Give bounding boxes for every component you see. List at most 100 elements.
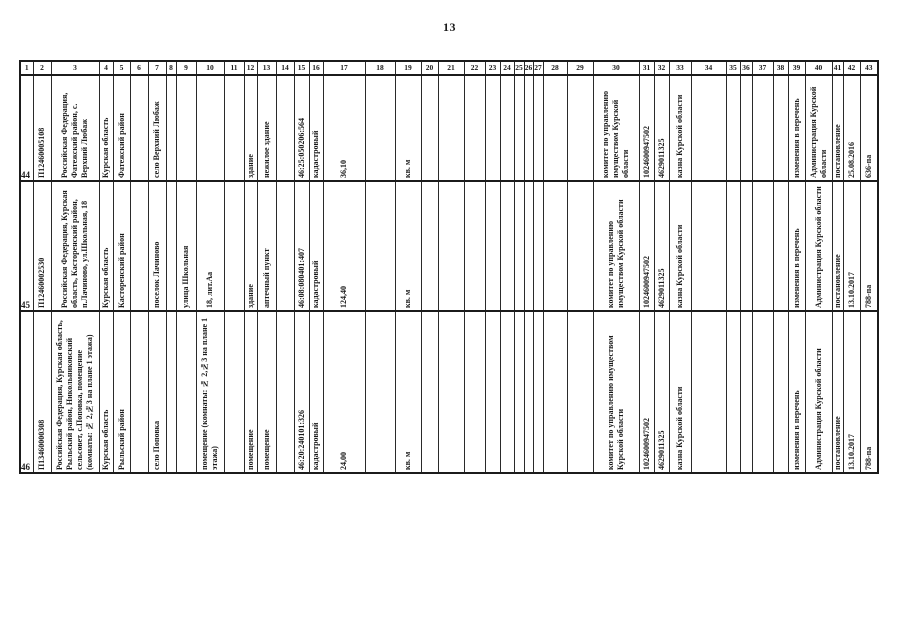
cell-content: 24,00 (325, 314, 364, 470)
table-cell: 1024600947502 (638, 310, 655, 474)
column-header-cell: 43 (859, 60, 879, 76)
cell-content: село Поповка (150, 314, 165, 470)
cell-content: П12460005108 (35, 78, 50, 178)
cell-text: Администрация Курской области (813, 186, 823, 308)
table-cell (513, 310, 525, 474)
column-header-cell: 5 (112, 60, 131, 76)
column-header-cell: 26 (523, 60, 534, 76)
cell-content: кадастровый (311, 184, 322, 308)
table-cell: П12460005108 (32, 74, 52, 182)
page-number: 13 (443, 20, 456, 34)
table-cell (690, 310, 727, 474)
cell-text: постановление (833, 124, 842, 178)
cell-text: 1024600947502 (641, 418, 651, 470)
cell-content: 46:25:050206:564 (296, 78, 308, 178)
table-cell (463, 310, 486, 474)
table-cell: комитет по управлению имуществом Курской… (592, 180, 640, 312)
column-header-cell: 10 (195, 60, 225, 76)
cell-text: кадастровый (311, 260, 320, 308)
table-cell: казна Курской области (668, 74, 692, 182)
table-cell (566, 310, 594, 474)
table-cell (690, 74, 727, 182)
cell-content: постановление (834, 184, 842, 308)
cell-text: комитет по управлению имуществом Курской… (606, 199, 625, 308)
cell-content: 4629011325 (656, 314, 668, 470)
table-cell (751, 310, 774, 474)
cell-text: село Верхний Любаж (152, 101, 161, 178)
table-cell (499, 180, 515, 312)
cell-content: Российская Федерация, Курская область, Р… (53, 314, 98, 470)
table-cell: здание (243, 180, 258, 312)
table-cell: 4629011325 (653, 310, 670, 474)
cell-text: кв. м (403, 289, 412, 308)
table-cell (223, 310, 245, 474)
table-cell: постановление (831, 180, 844, 312)
cell-text: 46:20:240101:326 (296, 410, 306, 470)
cell-text: комитет по управлению имуществом Курской… (606, 335, 625, 470)
column-header-cell: 13 (256, 60, 277, 76)
cell-text: 124,40 (339, 286, 348, 308)
table-cell (513, 180, 525, 312)
cell-text: 788-па (863, 284, 873, 308)
table-cell (437, 74, 465, 182)
cell-content: помещение (246, 314, 256, 470)
row-number-cell: 44 (19, 74, 34, 182)
cell-text: 46:08:080401:407 (296, 248, 306, 308)
cell-content: П12460002530 (35, 184, 50, 308)
table-cell: П13460000308 (32, 310, 52, 474)
cell-text: 25.08.2016 (846, 142, 856, 178)
cell-content: П13460000308 (35, 314, 50, 470)
table-cell (725, 180, 741, 312)
cell-content: помещение (259, 314, 275, 470)
column-header-cell: 12 (243, 60, 258, 76)
table-cell (129, 74, 149, 182)
cell-text: 4629011325 (656, 138, 666, 178)
table-cell (751, 180, 774, 312)
cell-text: 24,00 (339, 452, 348, 470)
column-header-cell: 3 (50, 60, 100, 76)
cell-text: 46:25:050206:564 (296, 118, 306, 178)
cell-content: здание (246, 78, 256, 178)
table-cell: Курская область (98, 74, 114, 182)
table-cell (523, 180, 534, 312)
table-cell: Рыльский район (112, 310, 131, 474)
table-cell: 788-па (859, 310, 879, 474)
table-cell (523, 310, 534, 474)
table-cell: П12460002530 (32, 180, 52, 312)
table-cell (129, 310, 149, 474)
cell-text: поселок Лачиново (152, 241, 161, 308)
table-cell: 46:20:240101:326 (293, 310, 310, 474)
column-header-cell: 17 (322, 60, 366, 76)
table-cell (499, 74, 515, 182)
table-cell (532, 310, 544, 474)
table-cell: аптечный пункт (256, 180, 277, 312)
row-number-cell: 46 (19, 310, 34, 474)
cell-content: 1024600947502 (641, 78, 653, 178)
table-cell (420, 74, 439, 182)
column-header-cell: 36 (739, 60, 753, 76)
table-cell (165, 310, 177, 474)
table-row: 46 П13460000308 Российская Федерация, Курс… (19, 310, 879, 474)
cell-content: Администрация Курской области (807, 184, 831, 308)
cell-content: Российская Федерация, Курская область, К… (53, 184, 98, 308)
column-header-cell: 25 (513, 60, 525, 76)
column-header-cell: 4 (98, 60, 114, 76)
cell-content: Российская Федерация, Фатежский район, с… (53, 78, 98, 178)
table-cell (739, 310, 753, 474)
cell-text: постановление (833, 416, 842, 470)
table-cell (484, 74, 501, 182)
table-cell: комитет по управлению имуществом Курской… (592, 310, 640, 474)
cell-content: кадастровый (311, 78, 322, 178)
table-cell: кадастровый (308, 310, 324, 474)
cell-content: постановление (834, 78, 842, 178)
cell-content: Администрация Курской области (807, 78, 831, 178)
cell-text: 18, лит.Аа (205, 271, 214, 308)
column-header-cell: 18 (364, 60, 396, 76)
cell-content: Курская область (101, 314, 112, 470)
column-header-cell: 37 (751, 60, 774, 76)
cell-content: комитет по управлению имуществом Курской… (595, 184, 638, 308)
table-cell: здание (243, 74, 258, 182)
cell-content: казна Курской области (671, 184, 690, 308)
cell-content: 788-па (862, 314, 877, 470)
table-cell: комитет по управлению имуществом Курской… (592, 74, 640, 182)
